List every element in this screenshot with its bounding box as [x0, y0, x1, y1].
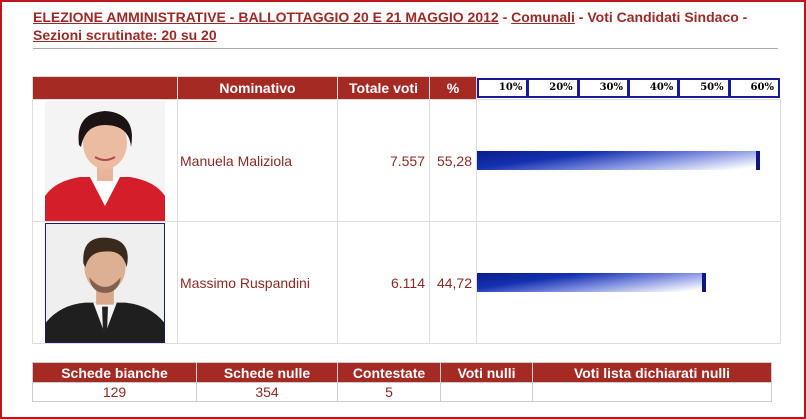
candidate-pct: 55,28 [429, 99, 477, 222]
header-separator: - [498, 9, 512, 25]
null-votes-header: Voti nulli [440, 362, 533, 383]
stats-header-row: Schede bianche Schede nulle Contestate V… [32, 362, 772, 383]
results-table: Nominativo Totale voti % 10% 20% 30% 40%… [32, 76, 781, 344]
candidate-row: Massimo Ruspandini 6.114 44,72 [32, 221, 781, 344]
candidate-pct: 44,72 [429, 221, 477, 344]
candidate-photo-male [45, 222, 165, 343]
bar-cell [476, 99, 781, 222]
null-list-votes-header: Voti lista dichiarati nulli [532, 362, 772, 383]
candidate-row: Manuela Maliziola 7.557 55,28 [32, 99, 781, 222]
photo-cell [32, 99, 178, 222]
results-header-row: Nominativo Totale voti % 10% 20% 30% 40%… [32, 76, 780, 100]
stats-values-row: 129 354 5 [32, 382, 772, 402]
null-ballots-header: Schede nulle [196, 362, 338, 383]
bar-cell [476, 221, 781, 344]
scale-tick: 50% [680, 79, 731, 96]
blank-ballots-header: Schede bianche [32, 362, 197, 383]
scale-tick: 10% [479, 79, 530, 96]
name-column-header: Nominativo [177, 76, 338, 100]
photo-cell [32, 221, 178, 344]
sections-link[interactable]: Sezioni scrutinate: 20 su 20 [33, 27, 217, 43]
scale-tick: 40% [630, 79, 681, 96]
null-ballots-value: 354 [196, 382, 338, 402]
election-title-link[interactable]: ELEZIONE AMMINISTRATIVE - BALLOTTAGGIO 2… [33, 9, 499, 25]
stats-table: Schede bianche Schede nulle Contestate V… [32, 362, 772, 402]
candidate-name: Manuela Maliziola [177, 99, 338, 222]
percent-scale: 10% 20% 30% 40% 50% 60% [477, 77, 780, 98]
vote-bar [477, 151, 760, 170]
scale-tick: 30% [580, 79, 630, 96]
vote-bar [477, 273, 707, 292]
null-votes-value [440, 382, 533, 402]
scale-tick: 20% [529, 79, 580, 96]
contested-value: 5 [337, 382, 441, 402]
scale-tick: 60% [750, 81, 774, 93]
null-list-votes-value [532, 382, 772, 402]
scale-header: 10% 20% 30% 40% 50% 60% [476, 76, 780, 100]
votes-column-header: Totale voti [337, 76, 430, 100]
contested-header: Contestate [337, 362, 441, 383]
candidate-photo-female [45, 100, 165, 221]
photo-column-header [32, 76, 178, 100]
candidate-votes: 6.114 [337, 221, 430, 344]
pct-column-header: % [429, 76, 477, 100]
candidate-name: Massimo Ruspandini [177, 221, 338, 344]
candidate-votes: 7.557 [337, 99, 430, 222]
header-divider [33, 48, 778, 49]
blank-ballots-value: 129 [32, 382, 197, 402]
page-header: ELEZIONE AMMINISTRATIVE - BALLOTTAGGIO 2… [33, 8, 793, 44]
category-link[interactable]: Comunali [511, 9, 575, 25]
header-subtitle: - Voti Candidati Sindaco - [574, 9, 748, 25]
